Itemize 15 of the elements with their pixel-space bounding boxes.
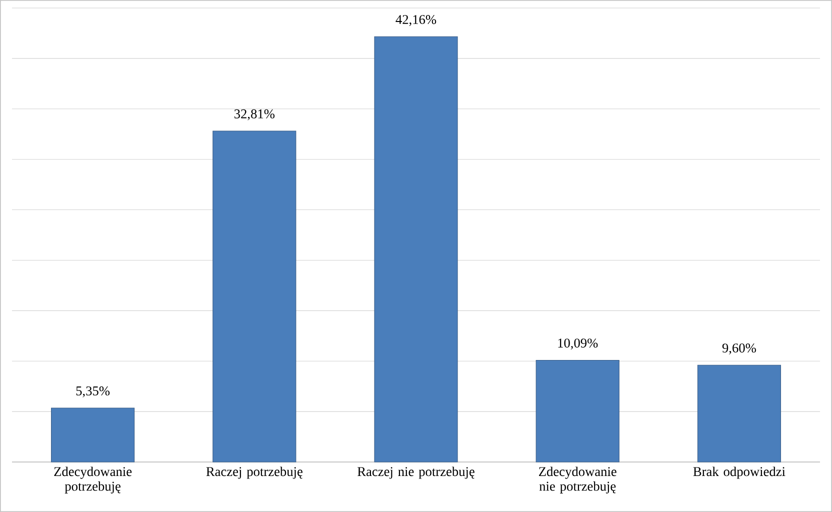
data-label: 10,09% [558, 338, 598, 350]
bar [374, 36, 458, 462]
data-label: 5,35% [76, 386, 110, 398]
data-label: 32,81% [234, 109, 275, 120]
data-label: 42,16% [396, 15, 436, 26]
x-tick-label: Zdecydowanie potrzebuję [54, 466, 132, 494]
bar [51, 408, 135, 462]
bar [536, 360, 620, 462]
bar [697, 364, 781, 462]
x-tick-label: Brak odpowiedzi [693, 466, 786, 479]
x-tick-label: Zdecydowanie nie potrzebuję [539, 466, 616, 494]
x-tick-label: Raczej potrzebuję [206, 466, 302, 479]
x-tick-label: Raczej nie potrzebuję [358, 466, 474, 479]
data-label: 9,60% [722, 344, 756, 354]
bar [212, 130, 296, 462]
